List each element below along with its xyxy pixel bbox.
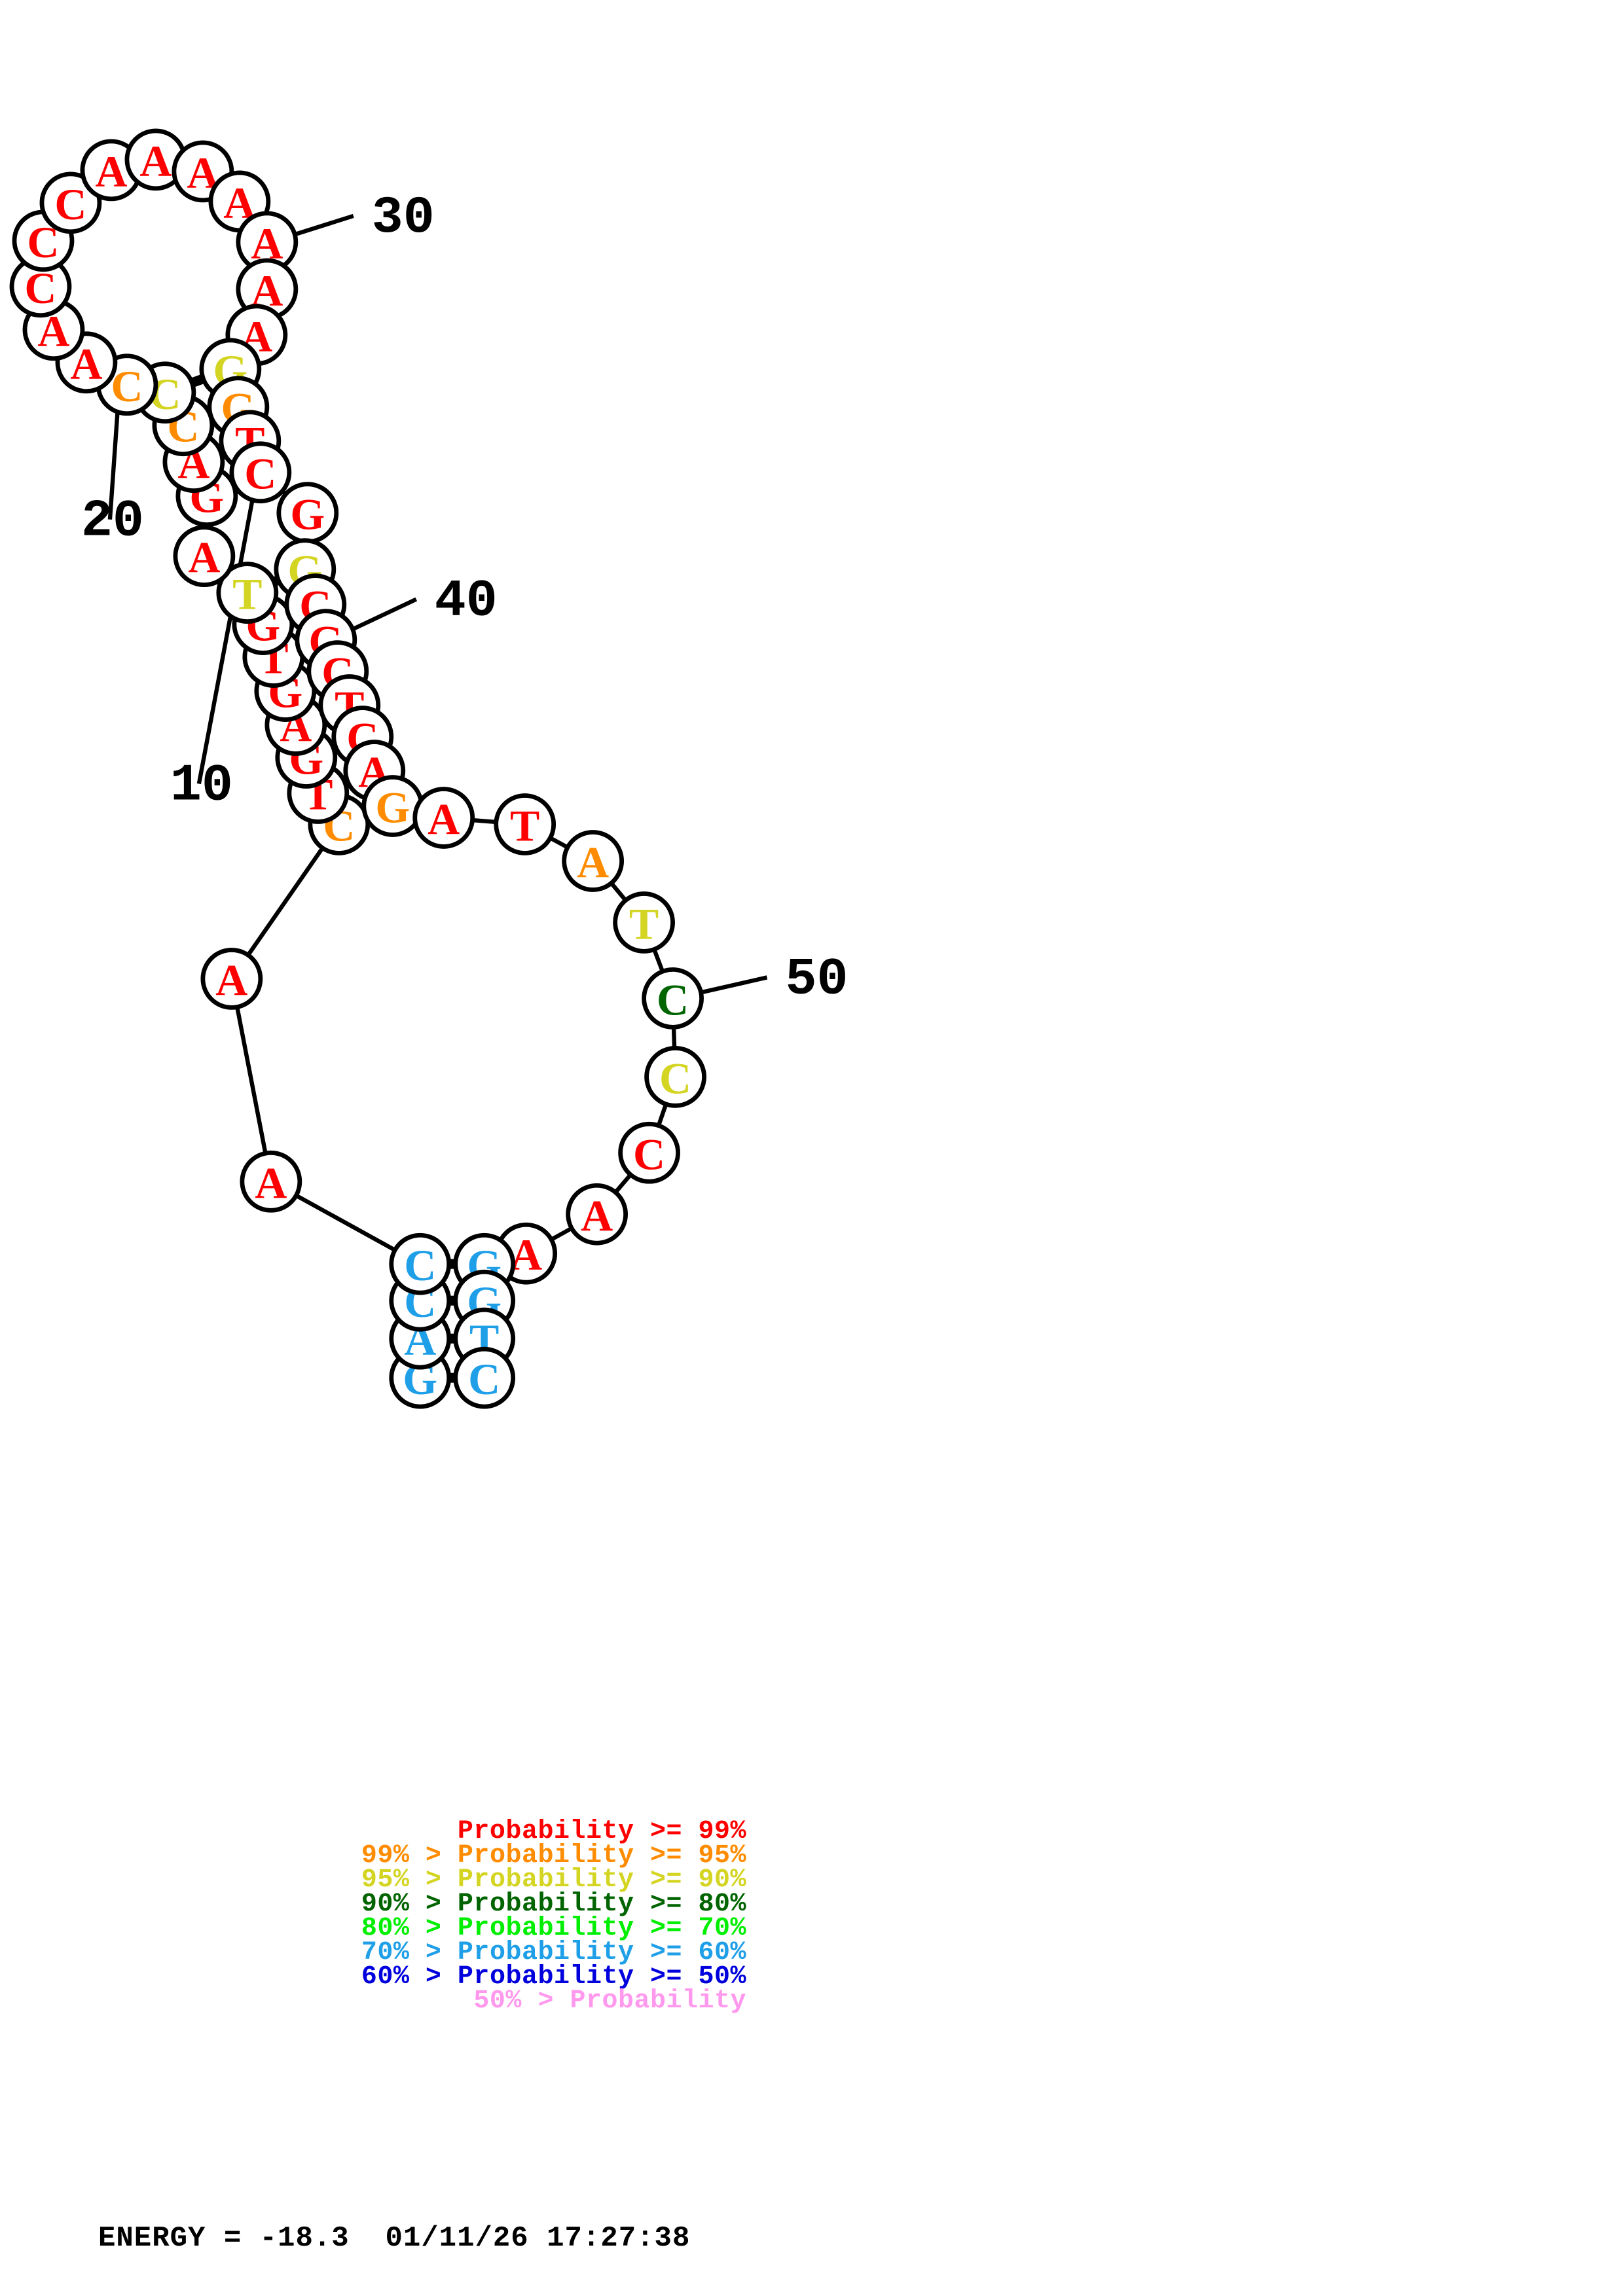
nucleotide-base-letter: A (581, 1191, 613, 1240)
nucleotide-node[interactable]: A (200, 948, 263, 1010)
nucleotide-base-letter: A (428, 794, 460, 844)
nucleotide-circle (216, 562, 279, 624)
legend-row-3: 90% > Probability >= 80% (361, 1890, 746, 1919)
nucleotide-circle (562, 830, 625, 892)
nucleotide-base-letter: T (232, 569, 262, 619)
probability-legend: Probability >= 99% 99% > Probability >= 9… (0, 1817, 917, 2016)
backbone-link (550, 1226, 573, 1242)
legend-row-2: 95% > Probability >= 90% (361, 1865, 746, 1895)
energy-footer: ENERGY = -18.3 01/11/26 17:27:38 (98, 2222, 691, 2255)
nucleotide-base-letter: A (139, 136, 172, 186)
nucleotide-base-letter: A (577, 837, 609, 887)
nucleotide-base-letter: A (510, 1230, 542, 1280)
nucleotide-node[interactable]: C (453, 1346, 516, 1409)
sequence-position-label: 20 (81, 492, 144, 552)
backbone-link (235, 1006, 268, 1154)
nucleotide-node[interactable]: A (236, 211, 299, 274)
backbone-link (295, 1193, 396, 1252)
nucleotide-node[interactable]: A (173, 525, 236, 588)
position-leader-line (352, 597, 418, 632)
nucleotide-circle (229, 441, 292, 504)
nucleotide-node[interactable]: A (124, 128, 187, 191)
nucleotide-node[interactable]: G (276, 482, 339, 545)
nucleotide-circle (618, 1121, 680, 1184)
nucleotide-node[interactable]: A (495, 1222, 558, 1285)
nucleotide-circle (240, 1150, 302, 1213)
nucleotide-base-letter: C (659, 1053, 691, 1103)
nucleotide-node[interactable]: G (361, 775, 424, 837)
nucleotide-node[interactable]: C (229, 441, 292, 504)
backbone-link (610, 882, 627, 902)
nucleotide-node[interactable]: T (216, 562, 279, 624)
sequence-position-label: 40 (435, 572, 498, 632)
nucleotide-circle (173, 525, 236, 588)
nucleotide-base-letter: A (255, 1158, 287, 1208)
position-leader-line (700, 975, 768, 995)
sequence-position-label: 50 (786, 950, 848, 1009)
position-leader-line (196, 499, 255, 785)
legend-row-4: 80% > Probability >= 70% (361, 1914, 746, 1943)
position-label-layer: 10 20 30 40 50 (81, 188, 848, 1010)
nucleotide-node[interactable]: T (494, 793, 556, 855)
nucleotide-circle (566, 1183, 629, 1246)
backbone-link (656, 1103, 668, 1126)
sequence-position-label: 30 (372, 188, 435, 248)
legend-row-7: 50% > Probability (473, 1986, 746, 2016)
nucleotide-node[interactable]: A (566, 1183, 629, 1246)
nucleotide-base-letter: T (629, 899, 659, 948)
nucleotide-node[interactable]: C (389, 1232, 452, 1295)
legend-row-5: 70% > Probability >= 60% (361, 1938, 746, 1967)
nucleotide-node[interactable]: A (240, 1150, 302, 1213)
nucleotide-base-letter: C (244, 449, 276, 499)
nucleotide-base-letter: G (290, 490, 325, 539)
nucleotide-base-letter: T (510, 800, 539, 850)
nucleotide-circle (613, 891, 675, 954)
legend-row-6: 60% > Probability >= 50% (361, 1962, 746, 1992)
position-leader-line (294, 213, 354, 237)
nucleotide-base-letter: G (375, 783, 410, 833)
legend-row-1: 99% > Probability >= 95% (361, 1841, 746, 1871)
nucleotide-base-letter: A (215, 955, 247, 1005)
nucleotide-node[interactable]: A (412, 787, 475, 849)
nucleotide-base-letter: C (657, 975, 689, 1024)
nucleotide-node[interactable]: T (613, 891, 675, 954)
nucleotide-circle (389, 1232, 452, 1295)
backbone-link (246, 846, 325, 957)
backbone-link (549, 836, 569, 850)
nucleotide-base-letter: A (188, 533, 220, 583)
position-leader-layer (107, 213, 768, 995)
nucleotide-base-letter: C (404, 1240, 436, 1290)
backbone-link (652, 948, 665, 973)
nucleotide-base-letter: A (95, 147, 127, 196)
backbone-link (613, 1173, 632, 1194)
nucleotide-circle (453, 1346, 516, 1409)
position-leader-line (107, 412, 120, 520)
nucleotide-circle (494, 793, 556, 855)
nucleotide-circle (39, 171, 102, 234)
backbone-link (472, 817, 497, 825)
nucleotide-node[interactable]: C (644, 1045, 706, 1108)
nucleotide-circle (412, 787, 475, 849)
nucleotide-circle (644, 1045, 706, 1108)
nucleotide-circle (642, 967, 704, 1030)
nucleotide-node[interactable]: C (39, 171, 102, 234)
legend-row-0: Probability >= 99% (457, 1817, 746, 1846)
nucleotide-node[interactable]: C (642, 967, 704, 1030)
sequence-position-label: 10 (170, 757, 233, 816)
nucleotide-node[interactable]: A (562, 830, 625, 892)
nucleotide-node[interactable]: C (618, 1121, 680, 1184)
nucleotide-base-letter: C (633, 1129, 665, 1179)
nucleotide-circle (200, 948, 263, 1010)
nucleotide-base-letter: C (468, 1354, 500, 1404)
nucleotide-base-letter: C (54, 179, 86, 229)
